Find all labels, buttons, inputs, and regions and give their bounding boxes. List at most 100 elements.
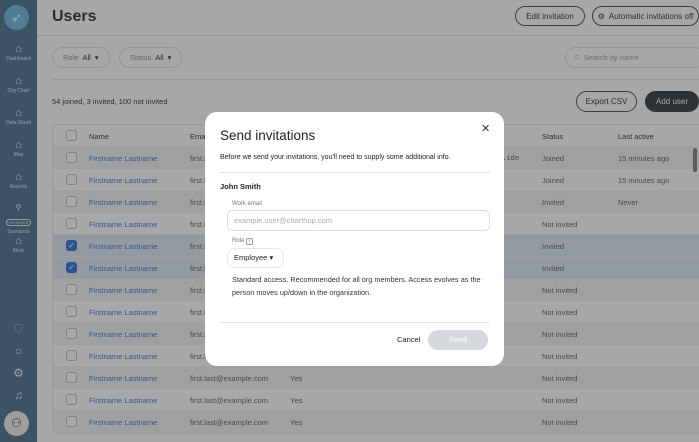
- user-name-link[interactable]: Firstname Lastname: [89, 242, 158, 251]
- sidebar-item-reports[interactable]: ⌂ Reports: [0, 171, 37, 190]
- row-checkbox[interactable]: ✓: [66, 240, 77, 251]
- edit-invitation-button[interactable]: Edit invitation: [515, 6, 585, 26]
- user-name-link[interactable]: Firstname Lastname: [89, 308, 158, 317]
- user-status: Not invited: [542, 396, 578, 405]
- user-status: Not invited: [542, 308, 578, 317]
- row-checkbox[interactable]: [66, 328, 77, 339]
- work-email-input[interactable]: example.user@charthop.com: [227, 210, 490, 231]
- role-filter[interactable]: Role All ▾: [52, 47, 110, 68]
- row-checkbox[interactable]: [66, 416, 77, 427]
- column-name[interactable]: Name: [89, 132, 110, 141]
- cancel-button[interactable]: Cancel: [397, 335, 421, 344]
- user-email: first.l: [190, 352, 206, 361]
- table-row[interactable]: Firstname Lastname first.l Not invited: [53, 345, 699, 367]
- sidebar-item-label: Scenarios: [7, 229, 30, 235]
- search-icon[interactable]: ○: [14, 344, 23, 358]
- send-button[interactable]: Send: [428, 330, 488, 350]
- sidebar-item-label: Data Sheet: [5, 120, 32, 126]
- home-icon: ⌂: [15, 107, 22, 119]
- status-filter-label: Status: [130, 53, 152, 62]
- close-icon[interactable]: ✕: [481, 123, 491, 135]
- status-filter-value: All: [155, 53, 164, 62]
- info-icon[interactable]: i: [246, 238, 254, 245]
- user-name-link[interactable]: Firstname Lastname: [89, 198, 158, 207]
- sidebar-item-scenarios[interactable]: ⚲ UPGRADE Scenarios: [0, 203, 37, 235]
- row-checkbox[interactable]: [66, 284, 77, 295]
- user-name-link[interactable]: Firstname Lastname: [89, 418, 158, 427]
- work-email-label: Work email: [232, 201, 262, 207]
- user-name-link[interactable]: Firstname Lastname: [89, 176, 158, 185]
- role-label: Role i: [232, 238, 254, 245]
- home-icon: ⌂: [15, 171, 22, 183]
- user-name-link[interactable]: Firstname Lastname: [89, 396, 158, 405]
- export-csv-label: Export CSV: [585, 97, 628, 106]
- row-checkbox[interactable]: [66, 306, 77, 317]
- row-checkbox[interactable]: [66, 152, 77, 163]
- role-filter-label: Role: [63, 53, 79, 62]
- user-email: first.l: [190, 264, 206, 273]
- row-checkbox[interactable]: [66, 196, 77, 207]
- user-name-link[interactable]: Firstname Lastname: [89, 374, 158, 383]
- caret-down-icon: ▾: [269, 253, 274, 262]
- bell-icon[interactable]: ♫: [14, 388, 23, 402]
- user-status: Invited: [542, 264, 565, 273]
- search-input[interactable]: ○ Search by name: [565, 47, 699, 68]
- export-csv-button[interactable]: Export CSV: [576, 91, 637, 112]
- search-icon: ○: [574, 52, 581, 63]
- user-status: Invited: [542, 242, 565, 251]
- logo-icon[interactable]: ➶: [4, 5, 29, 30]
- role-filter-value: All: [82, 53, 91, 62]
- shield-icon[interactable]: ⛉: [13, 322, 23, 336]
- role-select[interactable]: Employee ▾: [227, 248, 284, 268]
- sidebar-item-org-chart[interactable]: ⌂ Org Chart: [0, 75, 37, 94]
- row-checkbox[interactable]: [66, 350, 77, 361]
- send-invitations-dialog: Send invitations ✕ Before we send your i…: [205, 112, 504, 366]
- home-icon: ⌂: [15, 75, 22, 87]
- avatar[interactable]: ⚇: [4, 411, 29, 436]
- sidebar-item-map[interactable]: ⌂ Map: [0, 139, 37, 158]
- add-user-label: Add user: [655, 97, 689, 106]
- sidebar: ➶ ⌂ Dashboard ⌂ Org Chart ⌂ Data Sheet ⌂ Map ⌂ Re…: [0, 0, 37, 442]
- row-checkbox[interactable]: [66, 174, 77, 185]
- select-all-checkbox[interactable]: [66, 130, 77, 141]
- user-name-link[interactable]: Firstname Lastname: [89, 286, 158, 295]
- upgrade-badge: UPGRADE: [5, 219, 32, 226]
- user-email: first.last@example.com: [190, 396, 269, 405]
- sidebar-item-data-sheet[interactable]: ⌂ Data Sheet: [0, 107, 37, 126]
- user-last-active: 15 minutes ago: [618, 176, 670, 185]
- user-email: first.l: [190, 154, 206, 163]
- user-last-active: 15 minutes ago: [618, 154, 670, 163]
- user-name-link[interactable]: Firstname Lastname: [89, 220, 158, 229]
- home-icon: ⌂: [15, 235, 22, 247]
- sidebar-item-dashboard[interactable]: ⌂ Dashboard: [0, 43, 37, 62]
- row-checkbox[interactable]: [66, 372, 77, 383]
- role-select-value: Employee: [234, 253, 268, 262]
- user-email: first.l: [190, 220, 206, 229]
- gear-icon[interactable]: ⚙: [13, 366, 24, 380]
- user-name-link[interactable]: Firstname Lastname: [89, 154, 158, 163]
- table-row[interactable]: Firstname Lastname first.last@example.com…: [53, 411, 699, 433]
- user-name-link[interactable]: Firstname Lastname: [89, 352, 158, 361]
- user-email: first.l: [190, 330, 206, 339]
- row-checkbox[interactable]: [66, 218, 77, 229]
- table-row[interactable]: Firstname Lastname first.last@example.com…: [53, 389, 699, 411]
- role-label-text: Role: [232, 238, 245, 244]
- column-last-active[interactable]: Last active: [618, 132, 654, 141]
- user-status: Not invited: [542, 330, 578, 339]
- table-row[interactable]: Firstname Lastname first.last@example.com…: [53, 367, 699, 389]
- home-icon: ⌂: [15, 139, 22, 151]
- sidebar-item-label: Org Chart: [7, 88, 30, 94]
- status-filter[interactable]: Status All ▾: [119, 47, 183, 68]
- user-name-link[interactable]: Firstname Lastname: [89, 330, 158, 339]
- row-checkbox[interactable]: ✓: [66, 262, 77, 273]
- caret-down-icon: ▾: [94, 53, 99, 62]
- row-checkbox[interactable]: [66, 394, 77, 405]
- scrollbar[interactable]: [693, 148, 697, 172]
- user-status: Joined: [542, 154, 565, 163]
- sidebar-item-more[interactable]: ⌂ More: [0, 235, 37, 254]
- user-name-link[interactable]: Firstname Lastname: [89, 264, 158, 273]
- column-status[interactable]: Status: [542, 132, 564, 141]
- column-email[interactable]: Email: [190, 132, 209, 141]
- user-email: first.l: [190, 242, 206, 251]
- user-status: Invited: [542, 198, 565, 207]
